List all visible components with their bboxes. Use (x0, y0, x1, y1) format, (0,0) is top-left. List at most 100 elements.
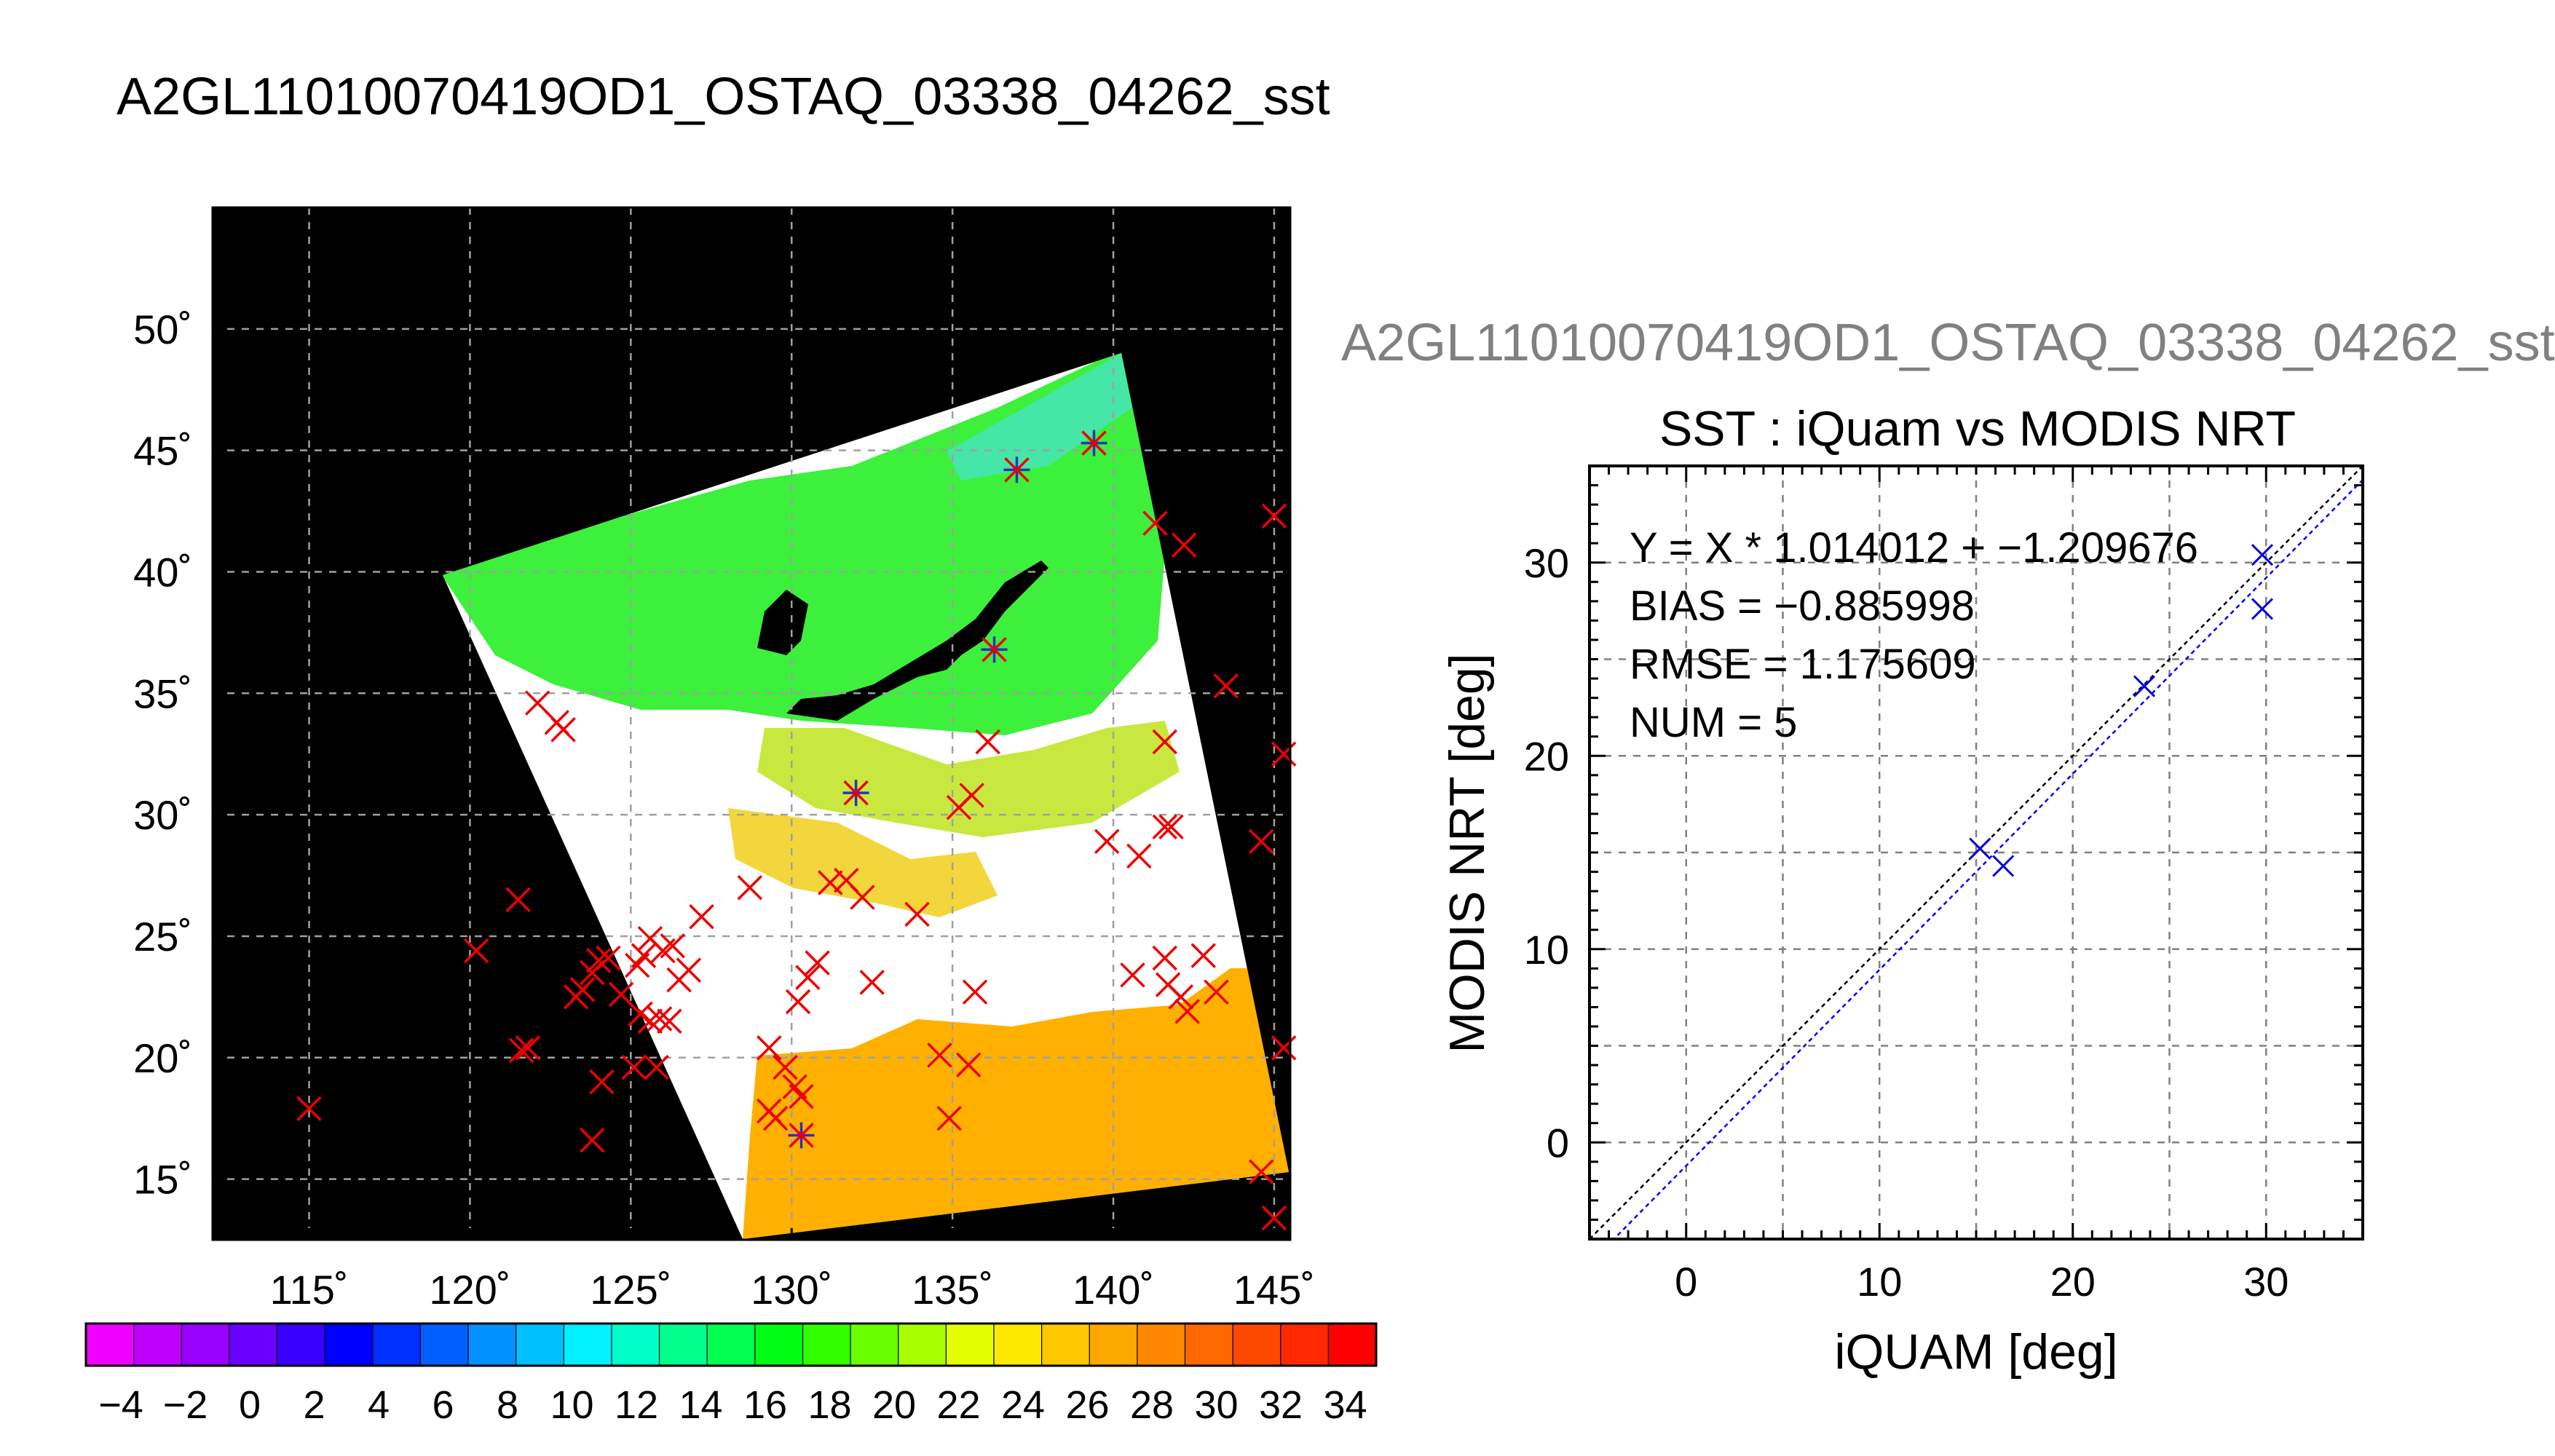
map-lon-label: 125˚ (590, 1267, 671, 1313)
map-point-unmatched-stroke-b (464, 938, 489, 964)
colorbar-label: 6 (432, 1383, 454, 1427)
colorbar-label: 12 (615, 1383, 658, 1427)
map-point-unmatched (904, 901, 930, 927)
map-point-unmatched-stroke-b (1126, 843, 1152, 869)
map-point-unmatched-stroke-b (689, 904, 714, 930)
scatter-x-tick-label: 20 (2050, 1259, 2096, 1305)
map-point-unmatched-stroke-b (1158, 814, 1184, 840)
map-point-matched-x-stroke-b (843, 780, 869, 806)
map-point-unmatched-stroke-b (782, 1074, 807, 1100)
colorbar-label: 4 (368, 1383, 390, 1427)
map-lat-label: 35˚ (133, 670, 192, 716)
scatter-annotations: Y = X * 1.014012 + −1.209676 BIAS = −0.88… (1630, 524, 2198, 746)
colorbar-swatch (850, 1323, 899, 1366)
map-point-unmatched-stroke-b (1142, 510, 1168, 536)
map-point-unmatched (1126, 843, 1152, 869)
map-point-unmatched (647, 1006, 673, 1032)
colorbar-swatch (1327, 1323, 1378, 1366)
map-point-unmatched (1158, 814, 1184, 840)
map-point-unmatched (1249, 828, 1274, 855)
colorbar-swatch (467, 1323, 517, 1366)
map-point-unmatched-stroke-b (1249, 1159, 1274, 1184)
colorbar-label: 2 (303, 1383, 325, 1427)
colorbar-swatch (133, 1323, 183, 1366)
map-point-unmatched (789, 1083, 814, 1109)
map-lat-label: 40˚ (133, 549, 192, 595)
map-point-unmatched-stroke-b (785, 989, 811, 1015)
scatter-x-label: iQUAM [deg] (1834, 1324, 2117, 1380)
map-point-unmatched (1152, 729, 1177, 755)
map-point-unmatched (637, 1008, 663, 1034)
map-point-unmatched-stroke-b (1213, 673, 1239, 699)
map-point-unmatched-stroke-b (773, 1054, 798, 1080)
map-point-matched-x (1081, 430, 1107, 456)
scatter-header: A2GL11010070419OD1_OSTAQ_03338_04262_sst (1341, 314, 2555, 372)
map-point-unmatched-stroke-b (296, 1096, 322, 1122)
map-point-unmatched (850, 885, 875, 910)
sst-warm-band (728, 808, 998, 917)
map-point-unmatched-stroke-b (850, 885, 875, 910)
map-point-unmatched-stroke-b (1171, 532, 1197, 558)
map-point-unmatched-stroke-b (1249, 828, 1274, 855)
map-point-unmatched-stroke-b (508, 1037, 534, 1063)
map-lon-label: 130˚ (751, 1267, 832, 1313)
colorbar-label: 14 (679, 1383, 722, 1427)
map-point-matched (1081, 430, 1107, 456)
map-point-unmatched (296, 1096, 322, 1122)
colorbar: −4 −2 0 2 4 6 8 10 12 14 16 18 20 22 24 26 28 30 32 34 (84, 1322, 1378, 1427)
map-point-matched-x-stroke-b (789, 1123, 814, 1148)
map-point-unmatched (1094, 828, 1120, 855)
map-point-unmatched-stroke-b (1271, 1035, 1297, 1061)
map-point-unmatched-stroke-b (859, 970, 885, 995)
map-point-unmatched (624, 952, 650, 978)
map-point-unmatched-stroke-b (1204, 979, 1229, 1005)
scatter-annotation: NUM = 5 (1630, 699, 1797, 746)
map-point-unmatched-stroke-b (563, 984, 589, 1010)
map-point-matched-x (843, 780, 869, 806)
map-point-matched-x (1004, 457, 1030, 483)
map-point-matched-x-stroke-b (982, 637, 1007, 662)
map-point-unmatched (955, 1052, 982, 1078)
map-point-unmatched (762, 1105, 789, 1131)
map-point-unmatched (589, 1069, 615, 1095)
colorbar-label: 18 (807, 1383, 851, 1427)
colorbar-swatch (1040, 1323, 1091, 1366)
map-lon-label: 135˚ (912, 1267, 993, 1313)
map-point-unmatched-stroke-b (647, 1006, 673, 1032)
map-point-unmatched (508, 1037, 534, 1063)
sst-mid-latitude (757, 721, 1180, 837)
map-point-unmatched (596, 945, 621, 971)
map-point-matched (981, 636, 1008, 663)
map-point-unmatched-stroke-b (628, 1001, 653, 1026)
colorbar-label: 0 (239, 1383, 261, 1427)
map-lat-label: 45˚ (133, 428, 192, 474)
map-point-unmatched-stroke-b (1190, 943, 1216, 968)
map-point-matched-x (789, 1123, 814, 1148)
map-point-unmatched (959, 783, 984, 808)
scatter-point (2133, 675, 2156, 697)
map-point-unmatched-stroke-b (789, 1083, 814, 1109)
colorbar-swatch (229, 1323, 278, 1366)
map-lon-label: 145˚ (1233, 1267, 1315, 1313)
scatter-annotation: Y = X * 1.014012 + −1.209676 (1630, 524, 2198, 571)
scatter-point (2251, 598, 2274, 620)
map-base (213, 207, 1290, 1240)
colorbar-label: 10 (550, 1383, 593, 1427)
sst-tropical (743, 968, 1289, 1239)
map-point-unmatched (1152, 814, 1177, 840)
scatter-annotation: BIAS = −0.885998 (1630, 582, 1975, 630)
colorbar-label: 22 (936, 1383, 980, 1427)
map-point-unmatched-stroke-b (962, 979, 988, 1005)
colorbar-swatch (658, 1323, 708, 1366)
map-point-unmatched-stroke-b (621, 1054, 647, 1080)
colorbar-swatch (1232, 1323, 1282, 1366)
scatter-point (1969, 837, 1991, 860)
scatter-points (1969, 544, 2274, 877)
colorbar-label: 20 (872, 1383, 916, 1427)
map-point-unmatched (563, 984, 589, 1010)
map-point-unmatched-stroke-b (1152, 814, 1177, 840)
map-point-unmatched-stroke-b (762, 1105, 789, 1131)
map-point-unmatched-stroke-b (1168, 984, 1194, 1010)
map-point-unmatched (1261, 1205, 1287, 1231)
sst-map: 115˚ 120˚ 125˚ 130˚ 135˚ 140˚ 145˚ 15˚ 20˚ 25˚ 30˚… (133, 206, 1315, 1313)
